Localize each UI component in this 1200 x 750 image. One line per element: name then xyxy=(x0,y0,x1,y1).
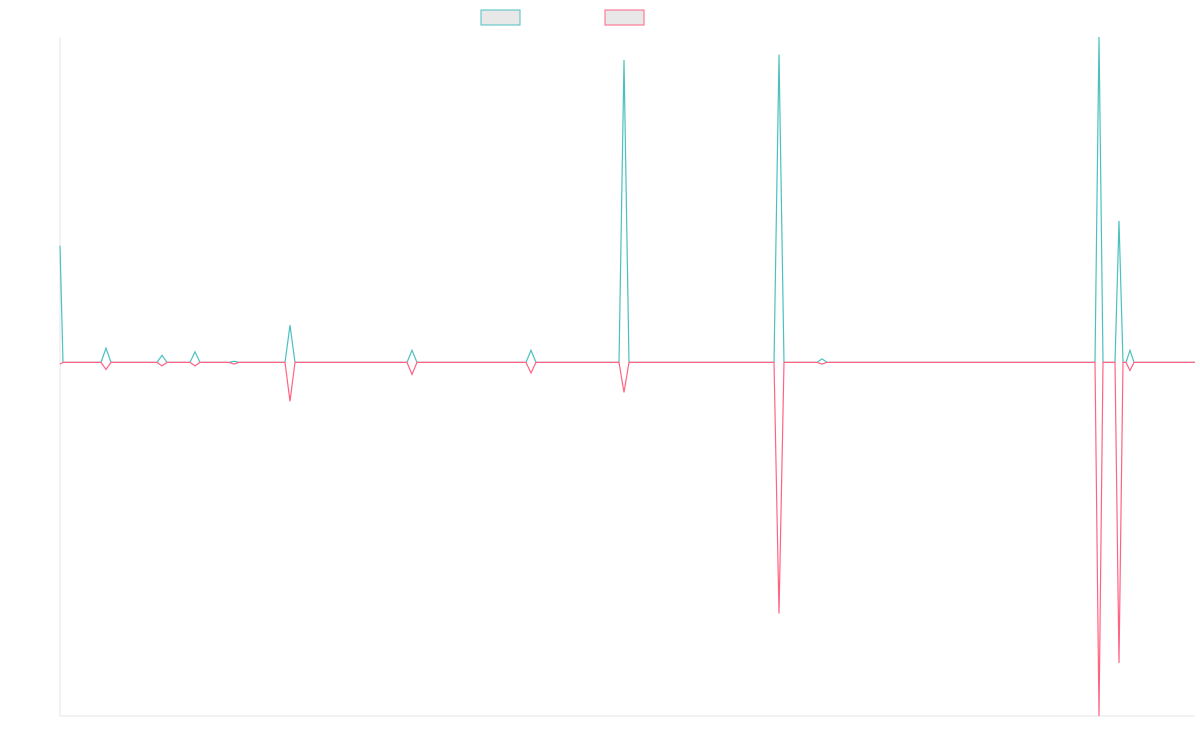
legend-swatch[interactable] xyxy=(480,9,521,26)
series-line xyxy=(59,361,1195,717)
series-line xyxy=(59,36,1195,363)
legend-swatch[interactable] xyxy=(604,9,645,26)
